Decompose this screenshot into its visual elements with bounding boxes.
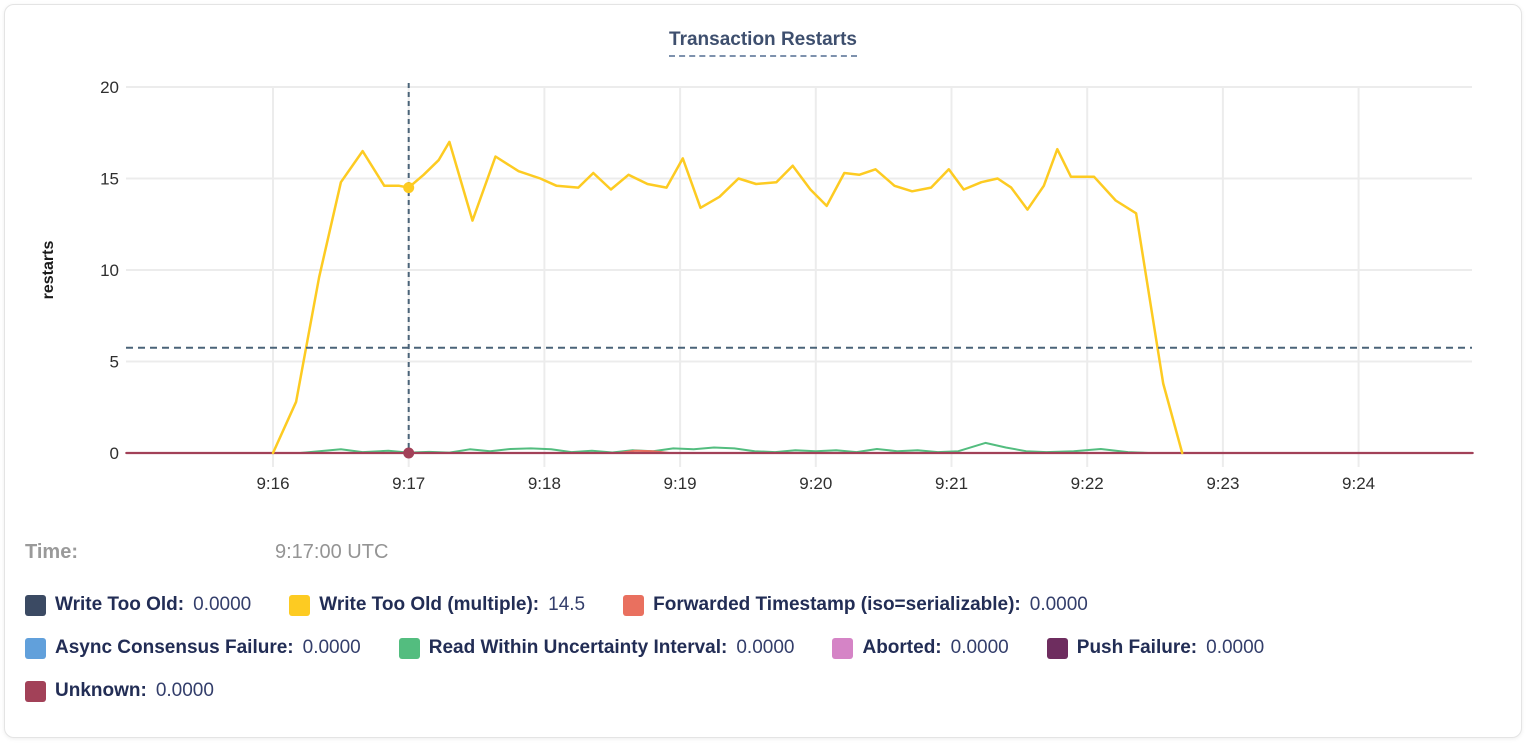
series-label: Unknown: [55,680,147,701]
x-tick-label: 9:19 [664,474,697,493]
x-tick-label: 9:18 [528,474,561,493]
series-color-swatch [398,637,420,659]
legend-item: Read Within Uncertainty Interval: 0.0000 [398,637,795,659]
y-tick-label: 20 [100,78,119,97]
series-label: Write Too Old (multiple): [319,594,540,615]
series-label: Forwarded Timestamp (iso=serializable): [653,594,1021,615]
x-tick-label: 9:23 [1206,474,1239,493]
tooltip-time-value: 9:17:00 UTC [275,541,389,563]
series-label: Async Consensus Failure: [55,637,294,658]
series-value: 0.0000 [155,680,214,701]
tooltip-time-label: Time: [25,541,78,563]
chart-header: Transaction Restarts [5,29,1521,57]
x-tick-label: 9:20 [799,474,832,493]
y-tick-label: 0 [110,444,119,463]
legend-item: Unknown: 0.0000 [25,680,214,702]
series-value: 0.0000 [736,637,795,658]
chart-legend: Write Too Old: 0.0000 Write Too Old (multi… [25,594,1515,723]
chart-plot-area[interactable]: 0 5 10 15 20 9:16 9:17 9:18 9:19 9:20 9:21 9:22 9:23… [5,5,1521,517]
x-tick-label: 9:22 [1071,474,1104,493]
x-tick-label: 9:24 [1342,474,1375,493]
series-value: 0.0000 [193,594,252,615]
legend-item: Aborted: 0.0000 [832,637,1009,659]
series-value: 14.5 [548,594,586,615]
legend-row: Write Too Old: 0.0000 Write Too Old (multi… [25,594,1515,616]
x-tick-label: 9:16 [256,474,289,493]
legend-item: Push Failure: 0.0000 [1046,637,1265,659]
y-axis-label: restarts [40,241,57,300]
legend-item: Forwarded Timestamp (iso=serializable): 0… [623,594,1088,616]
tooltip-time-row: Time: 9:17:00 UTC [25,541,1505,564]
series-value: 0.0000 [1029,594,1088,615]
series-value: 0.0000 [950,637,1009,658]
series-color-swatch [25,680,46,702]
x-tick-label: 9:21 [935,474,968,493]
series-label: Write Too Old: [55,594,185,615]
series-color-swatch [1046,637,1068,659]
legend-item: Async Consensus Failure: 0.0000 [25,637,361,659]
y-tick-label: 5 [110,353,119,372]
series-color-swatch [25,594,46,616]
crosshair-dot-unknown [403,447,415,459]
legend-row: Async Consensus Failure: 0.0000 Read Withi… [25,637,1515,659]
series-line-read-within-uncertainty-interval [125,441,1474,454]
series-color-swatch [25,637,46,659]
series-color-swatch [289,594,311,616]
chart-title[interactable]: Transaction Restarts [669,29,857,57]
series-value: 0.0000 [302,637,361,658]
series-line-write-too-old-multiple- [271,140,1184,455]
crosshair-dot-write-too-old-multiple- [403,182,415,194]
x-tick-label: 9:17 [392,474,425,493]
series-label: Aborted: [862,637,942,658]
series-value: 0.0000 [1206,637,1265,658]
legend-item: Write Too Old (multiple): 14.5 [289,594,585,616]
legend-item: Write Too Old: 0.0000 [25,594,251,616]
series-color-swatch [832,637,854,659]
series-color-swatch [623,594,645,616]
series-label: Push Failure: [1076,637,1198,658]
series-label: Read Within Uncertainty Interval: [428,637,728,658]
y-tick-label: 10 [100,261,119,280]
chart-card: 0 5 10 15 20 9:16 9:17 9:18 9:19 9:20 9:21 9:22 9:23… [4,4,1522,738]
y-tick-label: 15 [100,170,119,189]
legend-row: Unknown: 0.0000 [25,680,1515,702]
